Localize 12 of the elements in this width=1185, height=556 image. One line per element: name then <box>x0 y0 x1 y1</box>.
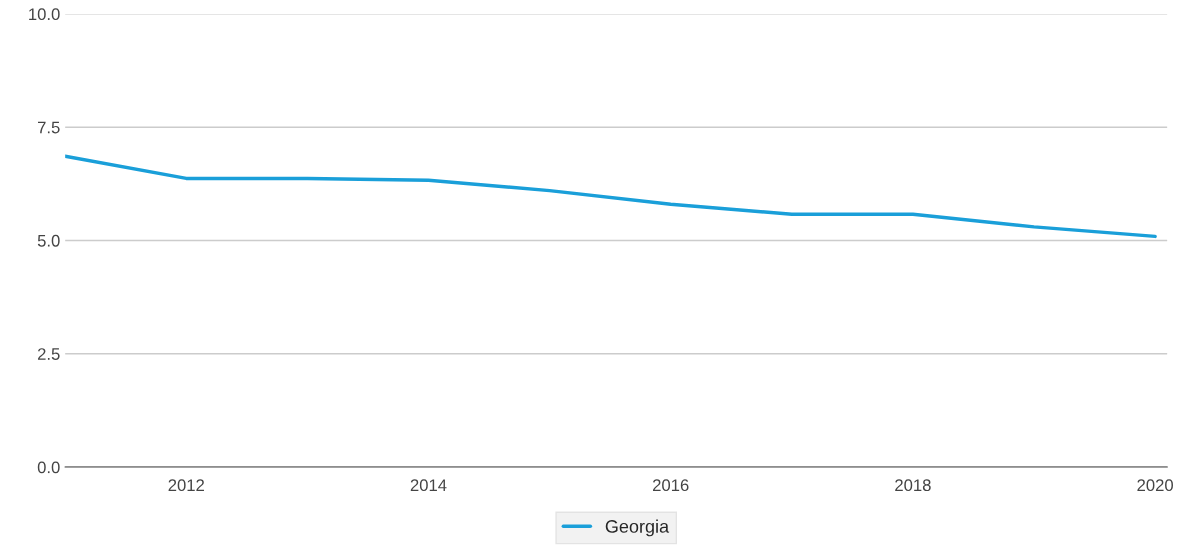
x-tick-label: 2018 <box>895 479 931 492</box>
y-tick-label: 5.0 <box>37 234 60 247</box>
line-series <box>65 154 1157 239</box>
x-tick-label: 2016 <box>653 479 689 492</box>
y-tick-label: 2.5 <box>37 348 60 360</box>
legend-label: Georgia <box>605 519 670 537</box>
x-tick-label: 2020 <box>1137 479 1173 492</box>
x-tick-label: 2012 <box>168 479 204 492</box>
x-tick-label: 2014 <box>410 479 447 492</box>
y-tick-label: 7.5 <box>38 121 60 134</box>
y-tick-label: 10.0 <box>29 8 60 21</box>
y-tick-label: 0.0 <box>37 461 60 474</box>
